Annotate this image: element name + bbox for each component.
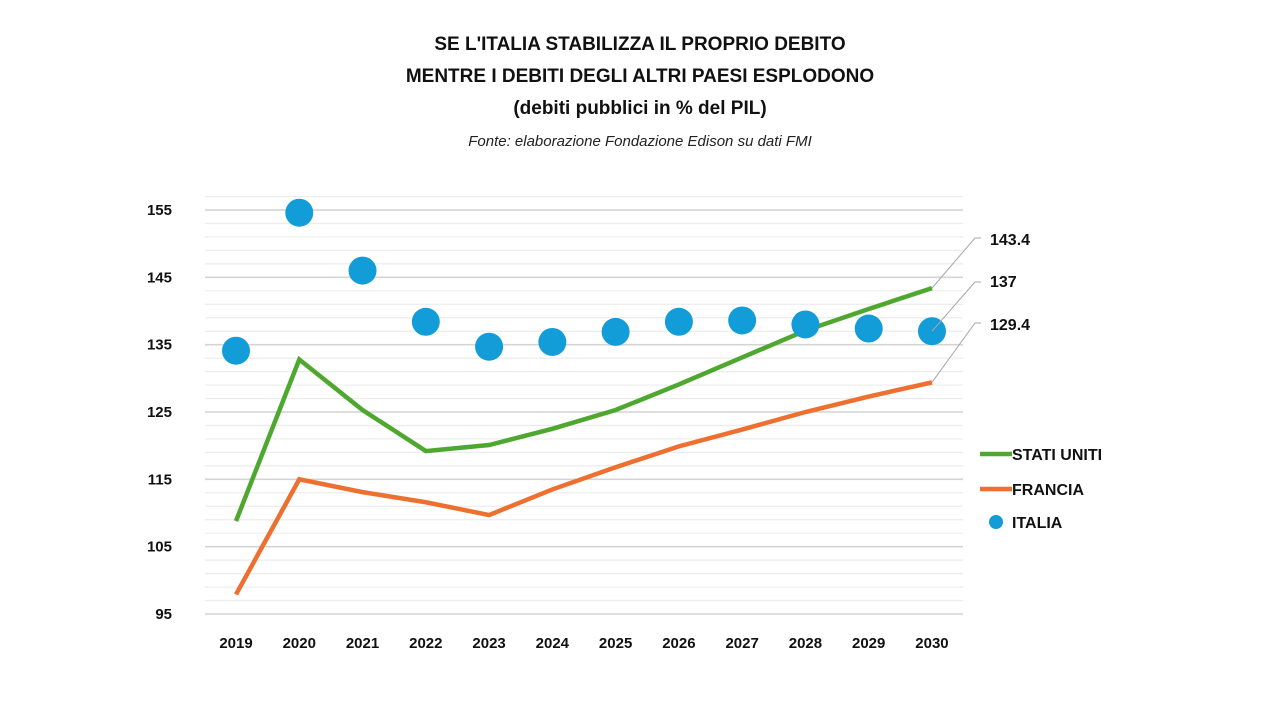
x-tick-label: 2021 (346, 635, 379, 652)
series-line-francia (234, 380, 933, 596)
data-point-italia (601, 317, 630, 346)
chart-title-line-2: MENTRE I DEBITI DEGLI ALTRI PAESI ESPLOD… (405, 66, 875, 87)
data-point-italia (348, 256, 377, 285)
end-value-label: 129.4 (990, 317, 1030, 334)
x-tick-label: 2022 (409, 635, 442, 652)
y-tick-label: 125 (147, 404, 172, 421)
leader-line (931, 237, 981, 289)
chart-title-line-3: (debiti pubblici in % del PIL) (513, 98, 767, 119)
legend-swatch (989, 515, 1003, 529)
x-tick-label: 2030 (915, 635, 948, 652)
y-tick-label: 135 (147, 337, 172, 354)
data-point-italia (411, 307, 440, 336)
x-tick-label: 2020 (283, 635, 316, 652)
leader-line (931, 281, 981, 332)
x-tick-label: 2026 (662, 635, 695, 652)
data-point-italia (285, 198, 314, 227)
y-tick-label: 95 (155, 606, 172, 623)
data-point-italia (728, 306, 757, 335)
y-tick-label: 155 (147, 202, 172, 219)
data-point-italia (538, 327, 567, 356)
x-tick-label: 2024 (536, 635, 570, 652)
data-point-italia (664, 307, 693, 336)
data-point-italia (222, 336, 250, 365)
y-tick-label: 145 (147, 269, 172, 286)
end-value-label: 143.4 (990, 232, 1030, 249)
leader-line (931, 322, 981, 383)
x-tick-label: 2029 (852, 635, 885, 652)
chart-source: Fonte: elaborazione Fondazione Edison su… (468, 133, 812, 150)
x-tick-label: 2025 (599, 635, 632, 652)
x-tick-label: 2028 (789, 635, 822, 652)
end-value-label: 137 (990, 274, 1017, 291)
legend-label: ITALIA (1012, 515, 1063, 532)
data-point-italia (475, 332, 504, 361)
legend-label: STATI UNITI (1012, 447, 1102, 464)
x-tick-label: 2019 (219, 635, 252, 652)
y-tick-label: 115 (148, 471, 172, 488)
y-tick-label: 105 (147, 539, 172, 556)
data-point-italia (854, 314, 883, 343)
data-point-italia (791, 310, 820, 339)
chart-title-line-1: SE L'ITALIA STABILIZZA IL PROPRIO DEBITO (434, 34, 846, 55)
legend-label: FRANCIA (1012, 482, 1084, 499)
x-tick-label: 2027 (725, 635, 758, 652)
x-tick-label: 2023 (472, 635, 505, 652)
